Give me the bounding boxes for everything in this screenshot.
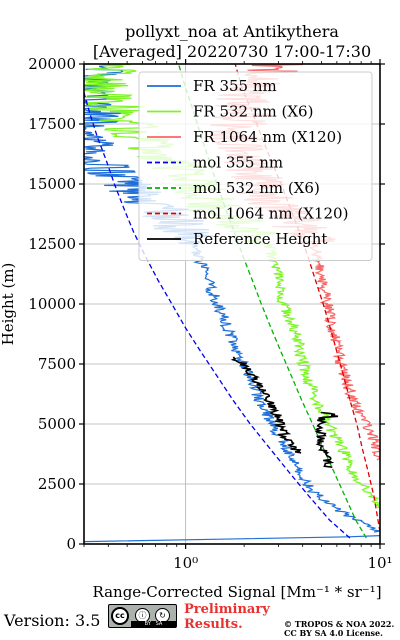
legend-label-mol1064: mol 1064 nm (X120) <box>193 205 348 223</box>
legend-label-ref: Reference Height <box>193 230 327 248</box>
series-fr355-line <box>84 64 380 533</box>
series-fr532-line <box>84 64 380 509</box>
copyright-note: © TROPOS & NOA 2022. CC BY SA 4.0 Licens… <box>284 619 395 638</box>
share-alike-icon: ↻ <box>155 608 170 623</box>
y-tick-label: 15000 <box>28 175 76 193</box>
cc-icon: cc <box>111 607 129 625</box>
y-tick-label: 2500 <box>38 475 76 493</box>
x-tick-label: 10⁰ <box>173 554 198 572</box>
legend-box <box>138 71 373 261</box>
cc-strip: BY SA <box>131 621 176 627</box>
y-tick-label: 10000 <box>28 295 76 313</box>
chart-svg: 0 2500 5000 7500 10000 12500 15000 17500 20000 10… <box>0 55 393 600</box>
y-tick-label: 20000 <box>28 55 76 73</box>
y-axis-label: Height (m) <box>0 263 17 346</box>
legend-label-fr1064: FR 1064 nm (X120) <box>193 128 342 146</box>
legend-label-mol355: mol 355 nm <box>193 154 283 172</box>
x-axis-label: Range-Corrected Signal [Mm⁻¹ * sr⁻¹] <box>92 583 381 600</box>
legend-label-fr355: FR 355 nm <box>193 77 277 95</box>
cc-by-sa-badge: cc ⓘ ↻ BY SA <box>108 604 177 628</box>
series-fr355-nearfield-line <box>84 535 380 543</box>
legend-label-mol532: mol 532 nm (X6) <box>193 179 320 197</box>
preliminary-results-note: Preliminary Results. <box>184 602 270 632</box>
y-tick-label: 5000 <box>38 415 76 433</box>
version-label: Version: 3.5 <box>4 611 101 630</box>
x-tick-label: 10¹ <box>367 554 392 572</box>
series-ref-line <box>314 411 339 468</box>
y-tick-label: 0 <box>66 535 76 553</box>
y-tick-label: 7500 <box>38 355 76 373</box>
chart-title-line2: [Averaged] 20220730 17:00-17:30 <box>92 42 372 61</box>
series-mol355-line <box>84 92 351 539</box>
y-tick-label: 12500 <box>28 235 76 253</box>
legend-label-fr532: FR 532 nm (X6) <box>193 103 313 121</box>
series-ref-line <box>230 356 302 454</box>
chart-title-line1: pollyxt_noa at Antikythera <box>125 22 339 41</box>
y-tick-label: 17500 <box>28 115 76 133</box>
